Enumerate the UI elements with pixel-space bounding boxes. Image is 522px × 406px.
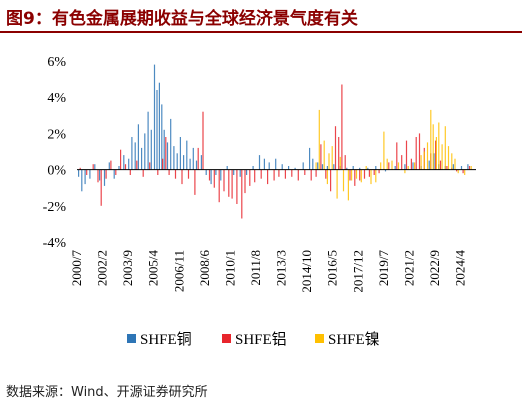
x-axis: 2000/7 2002/2 2003/9 2005/4 2006/11 2008/6 201… xyxy=(69,250,468,293)
x-tick-label: 2008/6 xyxy=(197,250,212,287)
x-tick-label: 2003/9 xyxy=(120,250,135,286)
x-tick-label: 2002/2 xyxy=(95,250,110,286)
x-tick-label: 2006/11 xyxy=(171,250,186,292)
legend-label: SHFE镍 xyxy=(328,330,380,348)
chart-title: 图9：有色金属展期收益与全球经济景气度有关 xyxy=(6,9,358,29)
x-tick-label: 2016/5 xyxy=(325,250,340,286)
chart-bars xyxy=(77,64,472,219)
legend-label: SHFE铝 xyxy=(235,331,287,348)
legend-label: SHFE铜 xyxy=(140,331,192,348)
legend-swatch xyxy=(315,334,324,343)
x-tick-label: 2000/7 xyxy=(69,250,84,287)
y-axis: 6% 4% 2% 0% -2% -4% xyxy=(43,55,67,251)
y-tick-label: -2% xyxy=(43,200,67,215)
legend: SHFE铜 SHFE铝 SHFE镍 xyxy=(127,330,380,348)
y-tick-label: 0% xyxy=(47,164,66,179)
y-tick-label: 4% xyxy=(47,91,66,106)
x-tick-label: 2017/12 xyxy=(350,250,365,293)
x-tick-label: 2021/2 xyxy=(401,250,416,286)
x-tick-label: 2010/1 xyxy=(222,250,237,286)
x-tick-label: 2024/4 xyxy=(453,250,468,287)
y-tick-label: -4% xyxy=(43,236,67,251)
title-divider xyxy=(0,31,522,33)
x-tick-label: 2022/9 xyxy=(427,250,442,286)
y-tick-label: 6% xyxy=(47,55,66,70)
x-tick-label: 2005/4 xyxy=(146,250,161,287)
x-tick-label: 2014/10 xyxy=(299,250,314,293)
y-tick-label: 2% xyxy=(47,127,66,142)
source-note: 数据来源：Wind、开源证券研究所 xyxy=(6,385,208,400)
legend-swatch xyxy=(127,334,136,343)
x-tick-label: 2011/8 xyxy=(248,250,263,286)
x-tick-label: 2013/3 xyxy=(274,250,289,286)
legend-swatch xyxy=(222,334,231,343)
x-tick-label: 2019/7 xyxy=(376,250,391,287)
